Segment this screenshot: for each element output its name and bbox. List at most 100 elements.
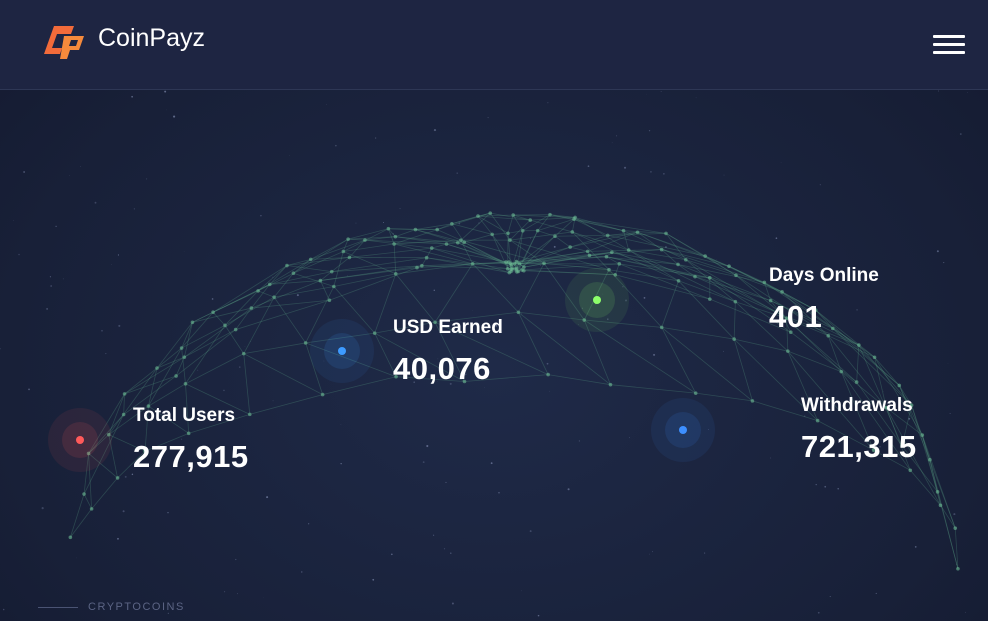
mesh-line — [88, 393, 125, 454]
mesh-line — [770, 300, 833, 329]
star — [272, 400, 274, 402]
mesh-node — [329, 269, 334, 274]
mesh-line — [148, 383, 186, 407]
mesh-node — [573, 215, 577, 220]
mesh-line — [694, 276, 782, 316]
mesh-line — [305, 342, 397, 378]
stat-label: Withdrawals — [801, 395, 913, 416]
mesh-node — [444, 242, 449, 246]
mesh-line — [342, 239, 349, 252]
star — [308, 523, 310, 525]
mesh-line — [185, 325, 226, 385]
mesh-line — [333, 286, 375, 334]
mesh-line — [435, 311, 519, 323]
mesh-line — [394, 239, 461, 245]
mesh-line — [181, 322, 193, 349]
star — [478, 222, 480, 224]
mesh-node — [115, 476, 120, 480]
mesh-node — [522, 265, 526, 269]
brand-name[interactable]: CoinPayz — [98, 24, 205, 52]
mesh-line — [185, 353, 244, 385]
logo[interactable] — [40, 22, 86, 62]
mesh-line — [589, 251, 612, 256]
stat-value: 721,315 — [801, 429, 917, 464]
mesh-line — [394, 243, 473, 265]
mesh-line — [83, 493, 92, 510]
mesh-line — [364, 239, 432, 249]
star — [521, 313, 523, 315]
mesh-node — [587, 253, 592, 258]
mesh-node — [826, 333, 831, 338]
star — [164, 90, 167, 93]
mesh-line — [607, 231, 638, 236]
menu-button[interactable] — [933, 35, 965, 59]
mesh-line — [310, 239, 366, 260]
mesh-line — [537, 214, 551, 231]
mesh-line — [518, 312, 549, 375]
mesh-line — [519, 254, 590, 265]
star — [540, 265, 541, 266]
mesh-line — [374, 321, 436, 334]
mesh-line — [117, 450, 146, 479]
mesh-line — [257, 259, 311, 292]
mesh-node — [347, 255, 352, 260]
mesh-line — [858, 344, 912, 406]
mesh-line — [516, 251, 612, 262]
star — [437, 358, 439, 360]
star — [883, 391, 884, 393]
mesh-line — [704, 255, 783, 293]
mesh-node — [291, 271, 296, 276]
mesh-node — [786, 349, 790, 353]
star — [124, 475, 127, 478]
mesh-line — [343, 243, 395, 252]
mesh-line — [507, 214, 514, 234]
mesh-node — [676, 279, 681, 283]
mesh-line — [685, 259, 737, 276]
mesh-line — [764, 282, 772, 301]
mesh-line — [628, 249, 736, 303]
mesh-line — [374, 332, 397, 377]
mesh-line — [183, 322, 193, 358]
mesh-line — [91, 477, 118, 510]
star — [723, 174, 725, 176]
mesh-node — [522, 268, 526, 273]
mesh-line — [184, 307, 252, 358]
mesh-node — [693, 391, 698, 395]
mesh-node — [285, 263, 289, 268]
mesh-line — [709, 277, 782, 316]
mesh-node — [372, 331, 377, 335]
star — [914, 545, 917, 548]
mesh-node — [535, 228, 540, 233]
mesh-line — [249, 394, 323, 415]
star — [223, 389, 225, 392]
star — [665, 246, 667, 249]
mesh-node — [727, 264, 731, 269]
mesh-line — [537, 218, 575, 231]
mesh-line — [911, 405, 931, 460]
star — [244, 346, 246, 347]
star — [433, 128, 437, 132]
mesh-line — [434, 321, 549, 375]
mesh-node — [831, 326, 835, 331]
mesh-line — [709, 277, 792, 333]
stat: Days Online 401 — [769, 265, 879, 335]
stat: USD Earned 40,076 — [393, 317, 503, 387]
mesh-line — [464, 241, 517, 270]
mesh-line — [175, 357, 185, 377]
mesh-line — [516, 230, 524, 272]
mesh-node — [82, 492, 86, 496]
globe-background — [0, 90, 968, 621]
mesh-node — [459, 238, 463, 242]
mesh-line — [224, 325, 245, 354]
mesh-line — [734, 338, 788, 352]
mesh-line — [257, 290, 275, 298]
mesh-node — [542, 261, 546, 266]
mesh-line — [856, 381, 903, 447]
mesh-line — [512, 246, 571, 270]
mesh-line — [320, 265, 422, 281]
mesh-node — [435, 227, 439, 232]
mesh-line — [320, 271, 333, 281]
mesh-node — [780, 290, 784, 294]
star — [167, 511, 169, 514]
star — [829, 595, 831, 598]
